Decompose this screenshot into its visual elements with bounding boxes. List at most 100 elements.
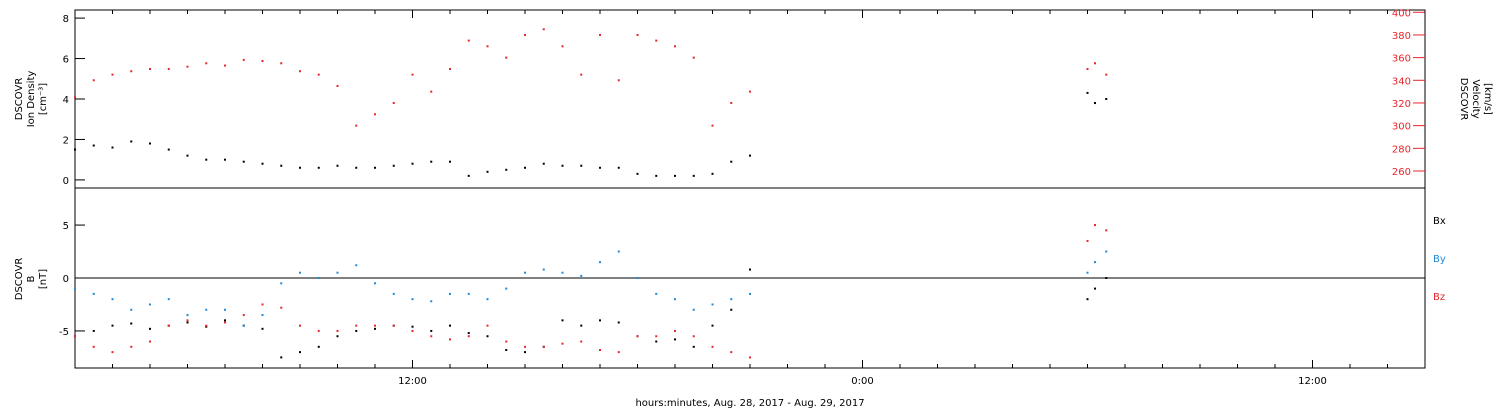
- legend-bz: Bz: [1433, 292, 1445, 303]
- top-right-axis: 260 280 300 320 340 360 380 400: [1392, 8, 1425, 178]
- data-point: [430, 90, 433, 93]
- data-point-by: [111, 298, 114, 301]
- data-point-by: [505, 287, 508, 290]
- data-point-by: [430, 300, 433, 303]
- data-point-bx: [374, 327, 376, 330]
- data-point-bz: [1094, 224, 1096, 227]
- data-point-by: [524, 271, 526, 274]
- data-point-bx: [261, 327, 264, 330]
- data-point: [749, 154, 751, 157]
- data-point-by: [205, 308, 208, 311]
- data-point-by: [730, 298, 733, 301]
- data-point: [261, 60, 264, 63]
- data-point: [224, 158, 226, 161]
- data-point: [636, 33, 639, 36]
- top-left-axis: 0 2 4 6 8: [63, 14, 85, 187]
- data-point: [505, 56, 508, 59]
- bottom-panel-points: [74, 224, 1108, 359]
- data-point-by: [674, 298, 676, 301]
- data-point: [92, 144, 95, 147]
- data-point-bx: [430, 329, 433, 332]
- data-point: [561, 45, 564, 48]
- data-point-bz: [280, 306, 283, 309]
- bottom-left-label-3: [nT]: [38, 269, 49, 289]
- data-point: [655, 39, 658, 42]
- data-point-by: [411, 298, 414, 301]
- data-point-bz: [1086, 239, 1089, 242]
- data-point-by: [92, 292, 95, 295]
- data-point: [299, 70, 301, 73]
- data-point: [1105, 73, 1108, 76]
- data-point: [411, 162, 414, 165]
- data-point-bx: [130, 322, 133, 325]
- data-point-by: [692, 308, 695, 311]
- data-point-bz: [317, 329, 320, 332]
- data-point-bz: [392, 324, 395, 327]
- data-point-bx: [505, 349, 508, 351]
- bottom-left-label-1: DSCOVR: [14, 258, 25, 301]
- data-point-by: [636, 277, 639, 279]
- top-right-label-2: Velocity: [1470, 79, 1481, 118]
- data-point: [674, 45, 676, 48]
- data-point-bx: [1094, 287, 1096, 290]
- data-point: [486, 45, 489, 48]
- y-tick-label: 2: [63, 135, 69, 146]
- data-point-by: [74, 287, 76, 290]
- data-point: [1094, 62, 1096, 65]
- data-point: [711, 172, 714, 175]
- data-point-bz: [111, 351, 114, 354]
- data-point-bx: [1105, 277, 1108, 279]
- data-point-bx: [411, 325, 414, 328]
- y2-tick-label: 320: [1392, 99, 1411, 110]
- data-point-bx: [486, 335, 489, 338]
- data-point-by: [749, 292, 751, 295]
- data-point-bx: [92, 329, 95, 332]
- top-right-label-1: DSCOVR: [1458, 78, 1469, 121]
- data-point-bx: [617, 321, 620, 324]
- data-point-bx: [186, 321, 189, 324]
- data-point-by: [242, 324, 245, 327]
- data-point-by: [599, 261, 601, 264]
- data-point: [186, 65, 189, 68]
- data-point-bz: [730, 351, 733, 354]
- y-tick-label: -5: [59, 327, 69, 338]
- data-point-bz: [655, 335, 658, 338]
- data-point: [692, 56, 695, 59]
- data-point-by: [655, 292, 658, 295]
- y-tick-label: 4: [63, 95, 69, 106]
- data-point: [74, 148, 76, 151]
- data-point: [374, 113, 376, 116]
- data-point-bz: [467, 335, 470, 338]
- data-point: [261, 162, 264, 165]
- x-tick-label: 12:00: [398, 376, 427, 387]
- data-point-bz: [205, 324, 208, 327]
- data-point-by: [374, 282, 376, 285]
- y2-tick-label: 380: [1392, 31, 1411, 42]
- data-point-bx: [224, 319, 226, 322]
- data-point-bz: [561, 342, 564, 345]
- top-right-label-3: [km/s]: [1482, 83, 1493, 115]
- data-point-by: [336, 271, 339, 274]
- data-point-bz: [167, 324, 170, 327]
- y2-tick-label: 260: [1392, 167, 1411, 178]
- data-point-bx: [336, 335, 339, 338]
- data-point-bx: [111, 324, 114, 327]
- data-point-bz: [599, 349, 601, 351]
- data-point-bz: [261, 303, 264, 306]
- data-point: [430, 160, 433, 163]
- data-point-bx: [674, 338, 676, 341]
- data-point: [467, 174, 470, 177]
- data-point: [730, 160, 733, 163]
- legend-by: By: [1433, 254, 1446, 265]
- data-point: [205, 158, 208, 161]
- data-point-by: [186, 314, 189, 317]
- data-point-bx: [355, 329, 358, 332]
- data-point-bz: [430, 335, 433, 338]
- data-point-bx: [730, 308, 733, 311]
- data-point-by: [449, 292, 451, 295]
- data-point-bx: [280, 356, 283, 359]
- data-point: [242, 58, 245, 61]
- data-point-bx: [524, 351, 526, 354]
- data-point: [149, 142, 151, 145]
- data-point-bz: [74, 335, 76, 338]
